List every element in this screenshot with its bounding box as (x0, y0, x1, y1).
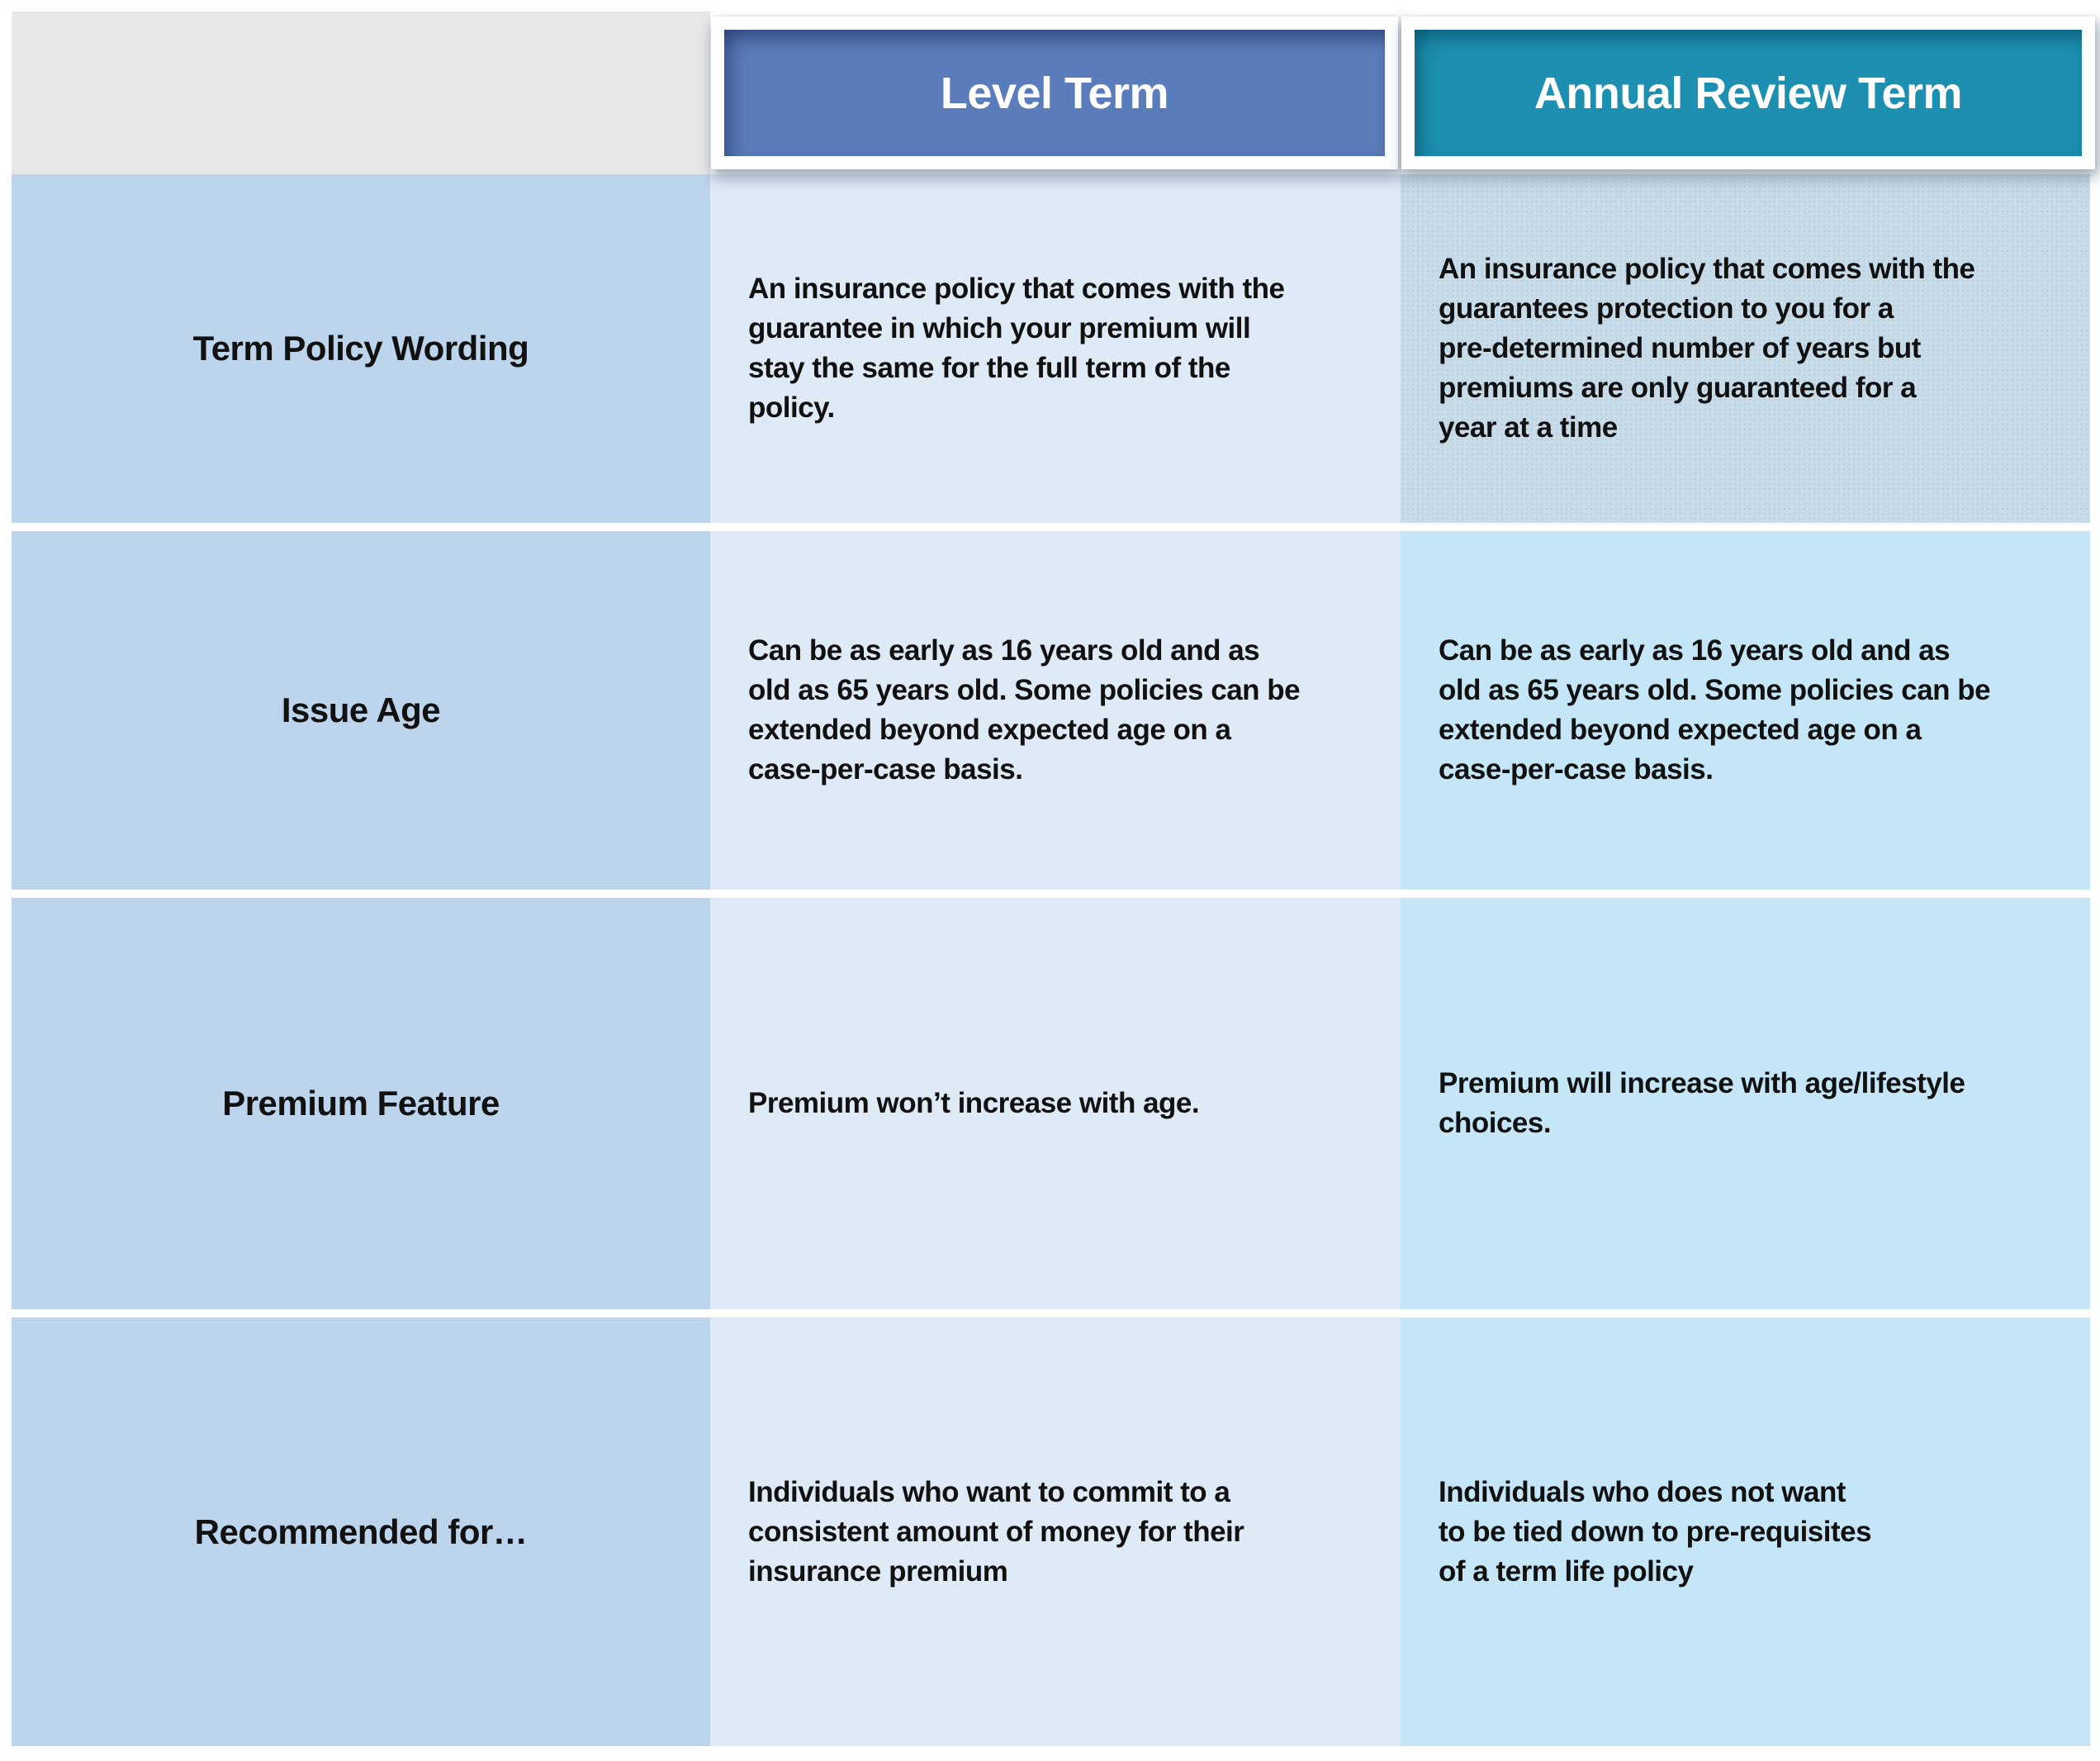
cell-text: Premium will increase with age/lifestyle… (1439, 1067, 1965, 1139)
annual-review-term-header: Annual Review Term (1415, 30, 2082, 156)
table-row-issue-age: Issue Age Can be as early as 16 years ol… (12, 531, 2090, 890)
header-row: Level Term Annual Review Term (12, 12, 2095, 174)
corner-cell (12, 12, 710, 174)
row-header-label: Recommended for… (194, 1512, 528, 1551)
cell-text: Can be as early as 16 years old and as o… (748, 634, 1301, 786)
row-header-label: Issue Age (281, 691, 441, 729)
annual-review-term-header-slot: Annual Review Term (1401, 12, 2095, 174)
level-term-header-frame: Level Term (711, 17, 1398, 169)
row-header-term-policy-wording: Term Policy Wording (12, 174, 710, 523)
cell-text: An insurance policy that comes with the … (1439, 253, 1975, 444)
cell-text: Can be as early as 16 years old and as o… (1439, 634, 1991, 786)
cell-issue-age-level-term: Can be as early as 16 years old and as o… (710, 531, 1401, 890)
cell-term-policy-wording-level-term: An insurance policy that comes with the … (710, 174, 1401, 523)
level-term-header-slot: Level Term (710, 12, 1401, 174)
cell-text: An insurance policy that comes with the … (748, 273, 1285, 424)
row-header-recommended-for: Recommended for… (12, 1317, 710, 1746)
table-row-premium-feature: Premium Feature Premium won’t increase w… (12, 898, 2090, 1309)
row-header-label: Term Policy Wording (192, 329, 529, 368)
row-header-premium-feature: Premium Feature (12, 898, 710, 1309)
cell-recommended-for-annual-review-term: Individuals who does not want to be tied… (1401, 1317, 2090, 1746)
annual-review-term-header-label: Annual Review Term (1534, 68, 1963, 118)
level-term-header-label: Level Term (940, 68, 1169, 118)
cell-premium-feature-annual-review-term: Premium will increase with age/lifestyle… (1401, 898, 2090, 1309)
row-divider (12, 1309, 2090, 1317)
row-divider (12, 890, 2090, 898)
table-row-recommended-for: Recommended for… Individuals who want to… (12, 1317, 2090, 1746)
cell-text: Individuals who does not want to be tied… (1439, 1475, 1872, 1588)
cell-recommended-for-level-term: Individuals who want to commit to a cons… (710, 1317, 1401, 1746)
row-header-label: Premium Feature (222, 1084, 500, 1123)
cell-issue-age-annual-review-term: Can be as early as 16 years old and as o… (1401, 531, 2090, 890)
row-header-issue-age: Issue Age (12, 531, 710, 890)
cell-premium-feature-level-term: Premium won’t increase with age. (710, 898, 1401, 1309)
table-row-term-policy-wording: Term Policy Wording An insurance policy … (12, 174, 2090, 523)
cell-text: Individuals who want to commit to a cons… (748, 1475, 1244, 1588)
level-term-header: Level Term (724, 30, 1385, 156)
cell-text: Premium won’t increase with age. (748, 1087, 1200, 1119)
annual-review-term-header-frame: Annual Review Term (1401, 17, 2095, 169)
comparison-table: Level Term Annual Review Term Term Polic… (12, 12, 2095, 1746)
row-divider (12, 523, 2090, 531)
cell-term-policy-wording-annual-review-term: An insurance policy that comes with the … (1401, 174, 2090, 523)
